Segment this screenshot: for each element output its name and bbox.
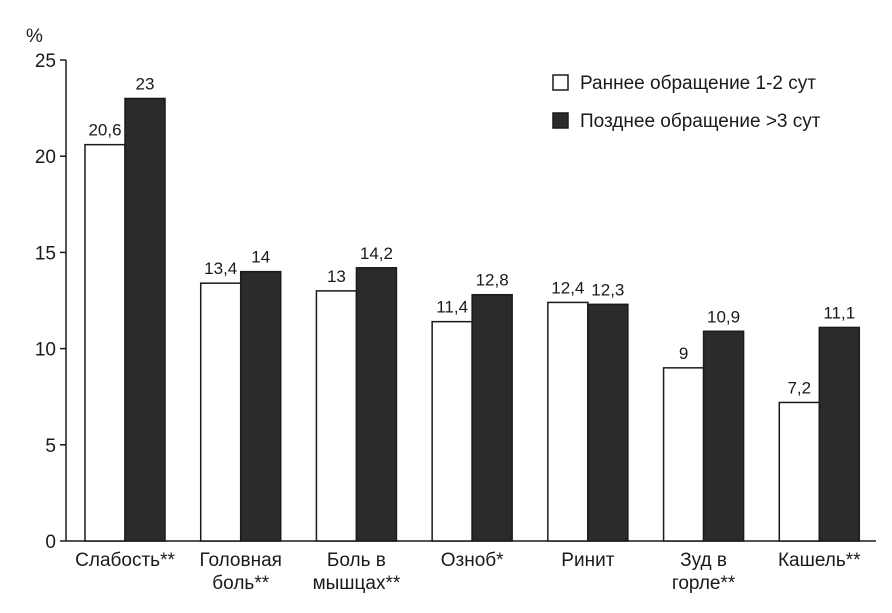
- data-label: 7,2: [787, 378, 811, 397]
- bar-early: [662, 367, 705, 542]
- category-label-line: Кашель**: [778, 550, 861, 571]
- category-label-line: мышцах**: [313, 573, 401, 594]
- legend-label-late: Позднее обращение >3 сут: [580, 111, 821, 132]
- bars: [84, 97, 861, 542]
- data-label: 13,4: [204, 259, 237, 278]
- category-label-line: боль**: [212, 573, 269, 594]
- bar-early: [778, 401, 821, 542]
- legend: Раннее обращение 1-2 сут Позднее обращени…: [552, 73, 821, 132]
- y-axis: 0 5 10 15 20 25: [35, 51, 67, 553]
- data-label: 12,8: [476, 271, 509, 290]
- bar-late: [702, 330, 745, 542]
- legend-swatch-late: [552, 112, 569, 129]
- y-tick-label: 15: [35, 243, 56, 264]
- bar-late: [239, 270, 282, 542]
- data-label: 23: [136, 74, 155, 93]
- category-label-line: Слабость**: [75, 550, 175, 571]
- data-label: 11,4: [436, 298, 468, 317]
- data-label: 14,2: [360, 244, 393, 263]
- category-label: Боль в мышцах**: [313, 550, 401, 594]
- bar-early: [431, 320, 473, 542]
- bar-late: [124, 97, 166, 542]
- data-label: 14: [251, 248, 270, 267]
- data-label: 12,3: [591, 280, 624, 299]
- category-label: Головная боль**: [199, 550, 281, 594]
- category-label-line: Ринит: [561, 550, 614, 571]
- category-label-line: Озноб*: [441, 550, 504, 571]
- category-label-line: Головная: [199, 550, 281, 571]
- category-label: Зуд в горле**: [672, 550, 736, 594]
- bar-late: [818, 326, 861, 542]
- bar-early: [547, 301, 589, 542]
- data-label: 13: [327, 267, 346, 286]
- bar-late: [587, 303, 629, 542]
- category-label: Озноб*: [441, 550, 504, 571]
- category-label: Слабость**: [75, 550, 175, 571]
- y-tick-label: 5: [45, 436, 56, 457]
- y-tick-label: 25: [35, 51, 56, 72]
- bar-late: [471, 293, 513, 542]
- bar-early: [84, 143, 126, 542]
- data-labels: 20,6 23 13,4 14 13 14,2 11,4 12,8 12,4 12,3 9 10,9 7…: [88, 74, 855, 397]
- bar-late: [355, 267, 398, 542]
- legend-label-early: Раннее обращение 1-2 сут: [580, 73, 816, 94]
- category-label: Ринит: [561, 550, 614, 571]
- data-label: 20,6: [88, 121, 121, 140]
- data-label: 11,1: [823, 303, 855, 322]
- category-label: Кашель**: [778, 550, 861, 571]
- data-label: 12,4: [551, 278, 584, 297]
- bar-early: [315, 290, 358, 542]
- bar-early: [199, 282, 242, 542]
- data-label: 10,9: [707, 307, 740, 326]
- category-label-line: Боль в: [327, 550, 386, 571]
- y-tick-label: 0: [45, 532, 56, 553]
- y-tick-label: 10: [35, 340, 56, 361]
- category-labels: Слабость** Головная боль** Боль в мышцах** Оз…: [75, 550, 861, 594]
- y-tick-label: 20: [35, 147, 56, 168]
- data-label: 9: [679, 344, 688, 363]
- legend-swatch-early: [552, 74, 569, 91]
- category-label-line: горле**: [672, 573, 736, 594]
- category-label-line: Зуд в: [680, 550, 727, 571]
- y-axis-unit-label: %: [26, 26, 43, 47]
